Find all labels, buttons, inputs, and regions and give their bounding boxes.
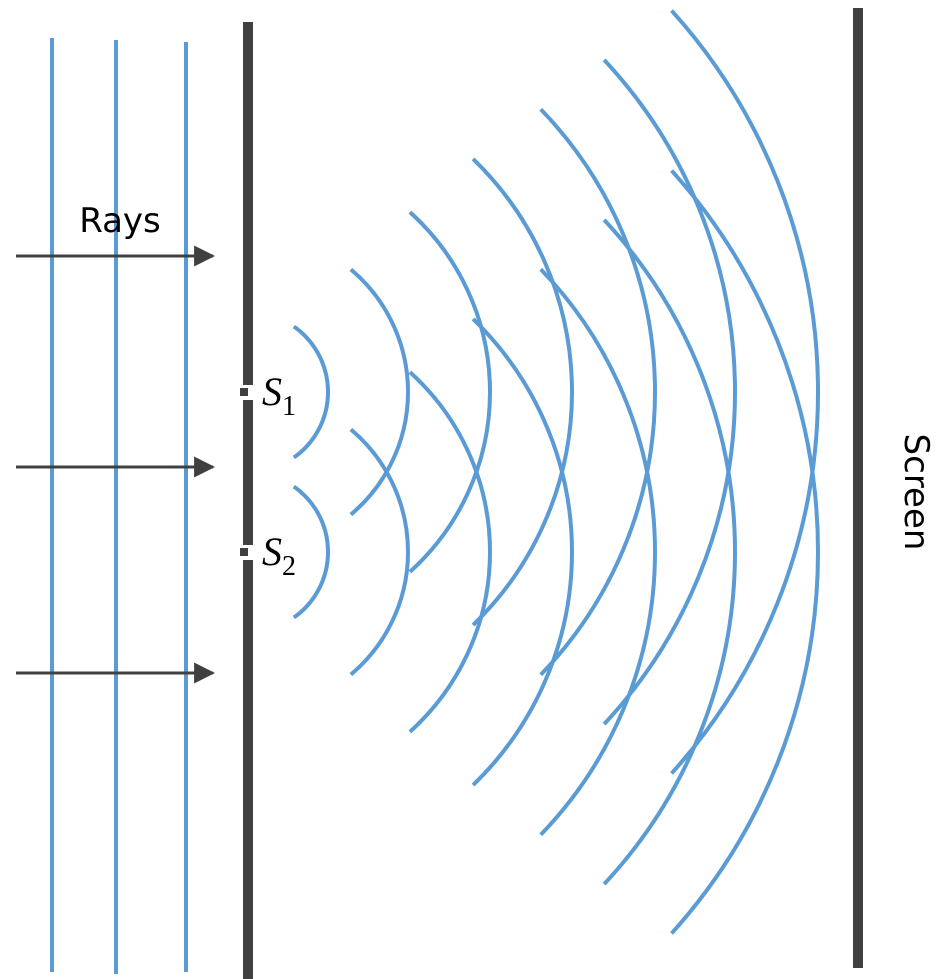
wavefront-arc	[541, 269, 655, 834]
screen-label: Screen	[896, 434, 936, 551]
rays-label: Rays	[79, 201, 161, 241]
double-slit-diagram: Rays S1 S2 Screen	[0, 0, 939, 979]
wavefront-arc	[410, 212, 490, 572]
slit-subscript: 1	[282, 391, 296, 422]
wavefront-arc	[410, 372, 490, 732]
wavefront-arc	[473, 319, 572, 785]
slit-edge	[240, 388, 248, 396]
slit-subscript: 2	[282, 551, 296, 582]
wavefront-arc	[351, 429, 408, 674]
wavefront-arc	[541, 109, 655, 674]
wavefront-arc	[473, 159, 572, 625]
slit-2-label: S2	[262, 529, 296, 582]
slit-edge	[240, 548, 248, 556]
page: {"labels": {"rays": "Rays", "slit_1": {"…	[0, 0, 939, 979]
slit-letter: S	[262, 529, 282, 574]
circular-wavefronts	[294, 11, 818, 934]
wavefront-arc	[294, 326, 328, 457]
slit-letter: S	[262, 369, 282, 414]
wavefront-arc	[351, 269, 408, 514]
wavefront-arc	[294, 486, 328, 617]
slit-1-label: S1	[262, 369, 296, 422]
